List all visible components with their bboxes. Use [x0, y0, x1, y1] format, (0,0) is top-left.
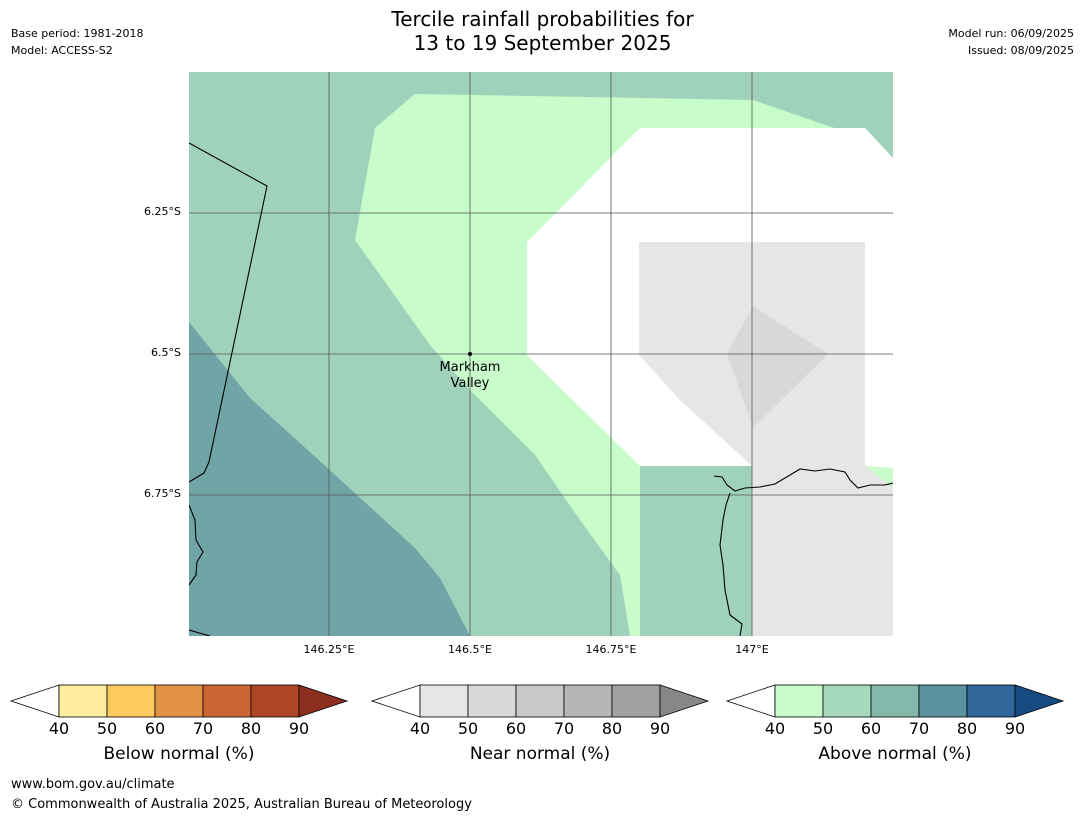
title-line-1: Tercile rainfall probabilities for — [391, 7, 694, 31]
above-normal-label: Above normal (%) — [818, 744, 972, 764]
colorbar-above — [725, 684, 1065, 718]
base-period: Base period: 1981-2018 — [11, 27, 144, 40]
colorbar-below-bin-50 — [106, 684, 156, 718]
above-tick-70: 70 — [908, 719, 930, 738]
colorbar-below — [9, 684, 349, 718]
probability-fields — [189, 72, 893, 636]
colorbar-above-lower-extension — [725, 684, 776, 718]
colorbar-above-bin-40 — [774, 684, 824, 718]
town-label: Markham Valley — [440, 360, 501, 392]
lat-label-6-75: 6.75°S — [144, 487, 181, 500]
colorbar-below-bin-80 — [250, 684, 300, 718]
colorbar-near-bin-40 — [419, 684, 469, 718]
above-60-region — [189, 322, 470, 636]
colorbar-below-bin-70 — [202, 684, 252, 718]
above-tick-40: 40 — [764, 719, 786, 738]
colorbar-below-bin-60 — [154, 684, 204, 718]
colorbar-above-bin-50 — [822, 684, 872, 718]
near-normal-label: Near normal (%) — [469, 744, 611, 764]
near-tick-40: 40 — [409, 719, 431, 738]
colorbar-above-upper-extension — [1014, 684, 1065, 718]
above-tick-90: 90 — [1004, 719, 1026, 738]
lon-label-146-25: 146.25°E — [303, 643, 355, 656]
town-marker — [468, 352, 472, 356]
lat-label-6-25: 6.25°S — [144, 205, 181, 218]
colorbar-near-bin-50 — [467, 684, 517, 718]
below-tick-70: 70 — [192, 719, 214, 738]
below-tick-40: 40 — [48, 719, 70, 738]
colorbar-above-bin-70 — [918, 684, 968, 718]
colorbar-above-bin-60 — [870, 684, 920, 718]
map-title: Tercile rainfall probabilities for 13 to… — [0, 7, 1085, 55]
colorbar-below-upper-extension — [298, 684, 349, 718]
near-tick-60: 60 — [505, 719, 527, 738]
lon-label-146-5: 146.5°E — [448, 643, 492, 656]
footer-url[interactable]: www.bom.gov.au/climate — [11, 777, 175, 792]
footer: www.bom.gov.au/climate © Commonwealth of… — [11, 775, 472, 815]
colorbar-near-bin-70 — [563, 684, 613, 718]
colorbar-near-bin-80 — [611, 684, 661, 718]
model-run: Model run: 06/09/2025 — [948, 27, 1074, 40]
lon-label-147: 147°E — [735, 643, 769, 656]
town-label-line-2: Valley — [450, 376, 490, 391]
near-tick-70: 70 — [553, 719, 575, 738]
meta-right: Model run: 06/09/2025 Issued: 08/09/2025 — [948, 25, 1074, 59]
colorbar-below-lower-extension — [9, 684, 60, 718]
lat-label-6-5: 6.5°S — [151, 346, 181, 359]
lon-label-146-75: 146.75°E — [585, 643, 637, 656]
coastline-borders — [189, 142, 893, 636]
colorbar-near-lower-extension — [370, 684, 421, 718]
issued-date: Issued: 08/09/2025 — [967, 44, 1074, 57]
above-tick-50: 50 — [812, 719, 834, 738]
near-tick-50: 50 — [457, 719, 479, 738]
above-tick-60: 60 — [860, 719, 882, 738]
colorbar-near — [370, 684, 710, 718]
below-tick-60: 60 — [144, 719, 166, 738]
footer-copyright: © Commonwealth of Australia 2025, Austra… — [11, 797, 472, 812]
town-label-line-1: Markham — [439, 360, 501, 375]
below-tick-80: 80 — [240, 719, 262, 738]
above-tick-80: 80 — [956, 719, 978, 738]
colorbar-above-bin-80 — [966, 684, 1016, 718]
model-name: Model: ACCESS-S2 — [11, 44, 113, 57]
colorbar-below-bin-40 — [58, 684, 108, 718]
near-40-region — [639, 242, 893, 636]
meta-left: Base period: 1981-2018 Model: ACCESS-S2 — [11, 25, 143, 59]
below-tick-90: 90 — [288, 719, 310, 738]
below-normal-label: Below normal (%) — [103, 744, 255, 764]
below-tick-50: 50 — [96, 719, 118, 738]
colorbar-near-bin-60 — [515, 684, 565, 718]
colorbar-near-upper-extension — [659, 684, 710, 718]
title-line-2: 13 to 19 September 2025 — [413, 31, 672, 55]
near-tick-90: 90 — [649, 719, 671, 738]
near-tick-80: 80 — [601, 719, 623, 738]
